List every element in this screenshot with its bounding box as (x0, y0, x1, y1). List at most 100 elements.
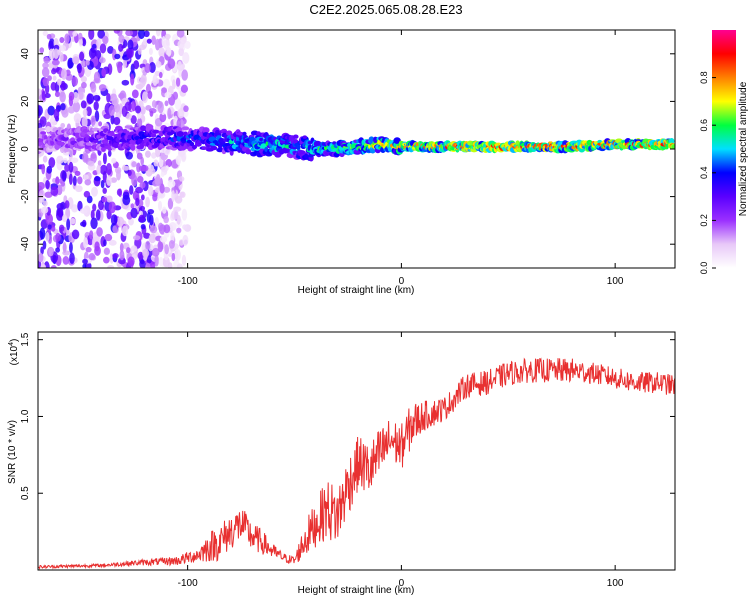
heatmap-cell (183, 105, 189, 113)
heatmap-cell (64, 164, 70, 172)
heatmap-cell (147, 185, 154, 197)
heatmap-cell (81, 116, 88, 128)
heatmap-cell (92, 95, 101, 101)
heatmap-cell (149, 110, 154, 117)
heatmap-cell (146, 38, 152, 44)
snr-x-label: Height of straight line (km) (298, 585, 415, 596)
heatmap-cell (174, 97, 182, 110)
heatmap-cell (111, 96, 119, 106)
heatmap-cell (163, 78, 170, 90)
heatmap-cell (181, 208, 188, 221)
heatmap-cell (47, 224, 52, 230)
heatmap-cell (110, 214, 118, 226)
heatmap-cell (165, 158, 172, 168)
heatmap-cell (133, 60, 140, 70)
heatmap-cell (151, 100, 157, 108)
heatmap-cell (50, 265, 57, 268)
heatmap-cell (94, 176, 101, 182)
x-tick-label: 0 (399, 276, 405, 287)
heatmap-cell (98, 84, 107, 92)
heatmap-cell (136, 152, 143, 160)
heatmap-cell (40, 195, 45, 203)
heatmap-cell (106, 210, 112, 220)
heatmap-cell (143, 30, 150, 38)
heatmap-cell (55, 176, 60, 185)
heatmap-cell (176, 131, 184, 137)
heatmap-cell (44, 93, 51, 99)
heatmap-cell (44, 191, 53, 198)
heatmap-cell (167, 197, 174, 210)
heatmap-cell (164, 244, 169, 255)
heatmap-cell (167, 58, 176, 69)
heatmap-cell (153, 159, 159, 167)
heatmap-cell (125, 113, 133, 120)
heatmap-cell (130, 203, 135, 209)
heatmap-cell (91, 43, 97, 49)
heatmap-cell (117, 257, 126, 265)
colorbar-tick-label: 0.0 (699, 262, 709, 275)
heatmap-cell (92, 203, 97, 212)
heatmap-cell (41, 67, 50, 78)
heatmap-cell (60, 80, 66, 91)
heatmap-cell (50, 186, 59, 197)
heatmap-cell (116, 169, 121, 181)
heatmap-cell (180, 191, 186, 198)
heatmap-cell (50, 138, 55, 146)
heatmap-cell (242, 131, 247, 136)
heatmap-cell (245, 149, 252, 155)
heatmap-cell (131, 174, 138, 187)
heatmap-cell (45, 213, 53, 225)
heatmap-cell (55, 232, 61, 242)
heatmap-cell (108, 239, 117, 246)
heatmap-cell (154, 38, 161, 51)
heatmap-cell (140, 75, 146, 88)
heatmap-cell (85, 246, 92, 253)
colorbar-tick-label: 0.8 (699, 71, 709, 84)
heatmap-cell (141, 91, 149, 104)
heatmap-cell (147, 90, 153, 100)
heatmap-cell (140, 194, 145, 201)
heatmap-cell (125, 151, 134, 160)
heatmap-cell (91, 186, 98, 197)
heatmap-cell (176, 263, 183, 268)
heatmap-cell (139, 181, 146, 189)
heatmap-cell (56, 155, 64, 165)
heatmap-cell (145, 262, 151, 268)
heatmap-cell (189, 141, 195, 147)
heatmap-cell (332, 141, 337, 146)
heatmap-cell (87, 160, 95, 167)
heatmap-cell (118, 34, 125, 43)
heatmap-cell (107, 46, 114, 54)
heatmap-cell (81, 38, 87, 47)
heatmap-cell (130, 207, 138, 219)
heatmap-cell (668, 138, 675, 145)
heatmap-cell (132, 235, 141, 241)
heatmap-cell (86, 106, 92, 117)
heatmap-cell (45, 126, 51, 133)
heatmap-cell (102, 152, 107, 165)
heatmap-cell (38, 182, 45, 190)
heatmap-cell (48, 37, 55, 50)
heatmap-cell (182, 234, 189, 246)
snr-y-axis: 0.5 1.0 1.5 (20, 332, 675, 500)
heatmap-cell (108, 201, 116, 214)
heatmap-cell (80, 221, 87, 227)
heatmap-cell (39, 116, 47, 127)
heatmap-cell (145, 150, 151, 158)
heatmap-cell (164, 91, 172, 99)
heatmap-cell (159, 112, 167, 123)
heatmap-cell (57, 141, 65, 146)
heatmap-cell (172, 79, 176, 90)
heatmap-cell (95, 209, 101, 221)
heatmap-cell (121, 225, 129, 237)
y-tick-label: 40 (20, 48, 31, 60)
heatmap-cell (82, 128, 89, 133)
heatmap-cell (106, 135, 114, 141)
heatmap-cell (178, 47, 185, 57)
heatmap-cell (45, 231, 50, 242)
colorbar: 0.0 0.2 0.4 0.6 0.8 Normalized spectral ampl… (699, 30, 749, 274)
heatmap-cell (110, 177, 118, 183)
spectrogram-heatmap (38, 30, 675, 268)
heatmap-cell (142, 38, 148, 46)
heatmap-cell (103, 239, 107, 247)
